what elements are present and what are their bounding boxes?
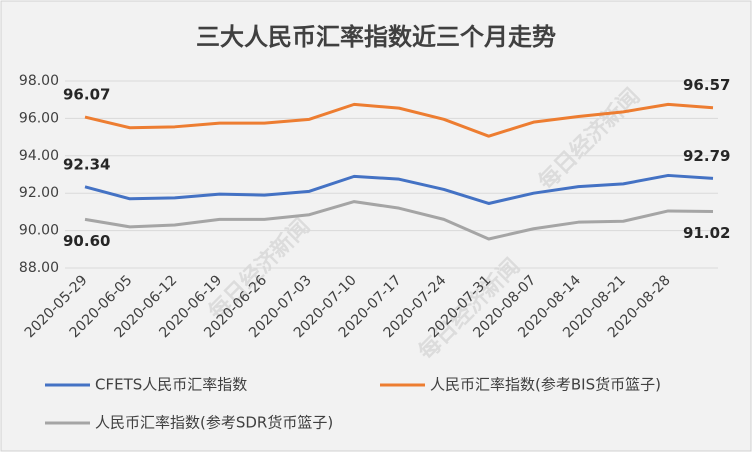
y-tick-label: 94.00 <box>19 148 59 164</box>
data-label: 92.34 <box>63 155 110 173</box>
y-tick-label: 96.00 <box>19 110 59 126</box>
data-label: 96.57 <box>683 76 730 94</box>
data-label: 91.02 <box>683 224 730 242</box>
chart-title: 三大人民币汇率指数近三个月走势 <box>196 23 556 51</box>
data-label: 96.07 <box>63 86 110 104</box>
y-tick-label: 90.00 <box>19 223 59 239</box>
y-tick-label: 92.00 <box>19 185 59 201</box>
legend-label: CFETS人民币汇率指数 <box>95 376 247 394</box>
legend-label: 人民币汇率指数(参考BIS货币篮子) <box>430 376 661 394</box>
series-line <box>84 173 714 205</box>
series-line <box>84 102 714 138</box>
y-tick-label: 88.00 <box>19 260 59 276</box>
data-label: 90.60 <box>63 232 110 250</box>
data-label: 92.79 <box>683 147 730 165</box>
y-tick-label: 98.00 <box>19 73 59 89</box>
series-line <box>84 200 714 241</box>
legend-label: 人民币汇率指数(参考SDR货币篮子) <box>95 414 333 432</box>
